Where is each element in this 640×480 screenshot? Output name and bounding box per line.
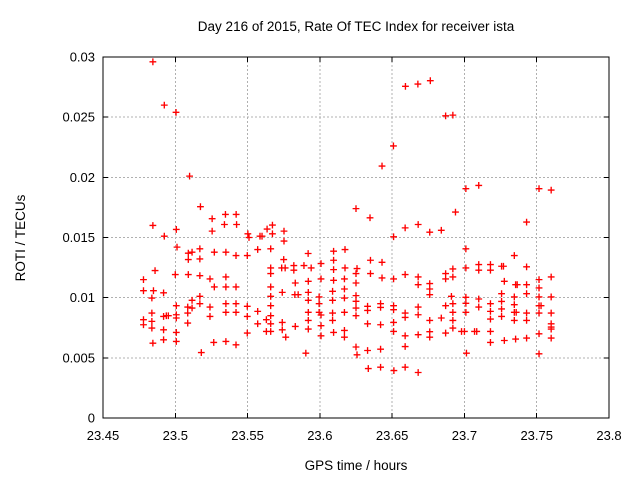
y-tick-label: 0.025 [62, 110, 95, 125]
y-tick-label: 0.01 [70, 290, 95, 305]
x-tick-label: 23.8 [596, 428, 621, 443]
x-tick-label: 23.65 [376, 428, 409, 443]
x-axis-label: GPS time / hours [305, 458, 408, 473]
x-tick-label: 23.7 [452, 428, 477, 443]
chart-title: Day 216 of 2015, Rate Of TEC Index for r… [198, 19, 515, 34]
y-axis-label: ROTI / TECUs [13, 194, 28, 281]
grid-lines [103, 57, 609, 418]
y-tick-label: 0.03 [70, 50, 95, 65]
plot-frame [102, 56, 610, 419]
x-tick-label: 23.75 [520, 428, 553, 443]
y-tick-label: 0.02 [70, 170, 95, 185]
y-tick-label: 0.005 [62, 350, 95, 365]
data-points-series [140, 58, 555, 376]
x-tick-label: 23.45 [87, 428, 120, 443]
x-tick-label: 23.5 [163, 428, 188, 443]
data-points-layer [140, 58, 555, 376]
tick-labels: 23.45 23.5 23.55 23.6 23.65 23.7 23.75 23.8 0 0.0… [62, 50, 621, 444]
x-tick-label: 23.6 [307, 428, 332, 443]
y-tick-label: 0 [88, 411, 95, 426]
y-tick-label: 0.015 [62, 230, 95, 245]
x-tick-label: 23.55 [231, 428, 264, 443]
